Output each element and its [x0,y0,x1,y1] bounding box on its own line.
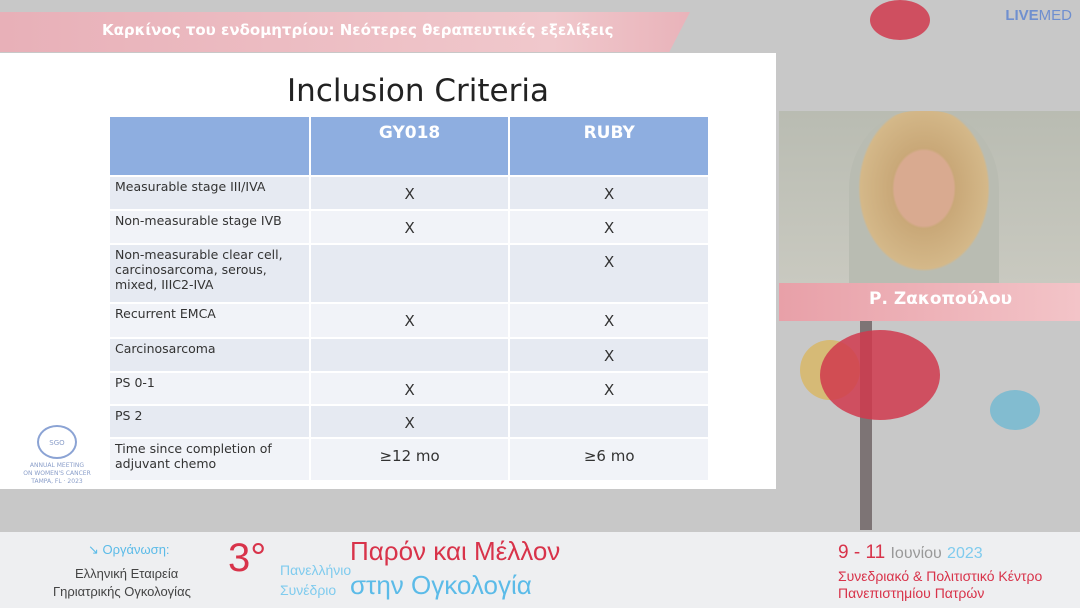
broadcast-title: Καρκίνος του ενδομητρίου: Νεότερες θεραπ… [102,21,614,39]
column-header: GY018 [309,117,511,176]
conference-title: Παρόν και Μέλλον [350,536,561,566]
org-name: Ελληνική Εταιρεία [75,566,179,581]
table-cell-mark: X [509,209,710,244]
table-header-row: GY018 RUBY [110,117,710,176]
org-label: ↘ Οργάνωση: [88,542,170,557]
table-cell-mark [309,243,511,303]
paint-splatter [990,390,1040,430]
org-name: Γηριατρικής Ογκολογίας [53,584,191,599]
table-cell-mark: ≥6 mo [509,437,710,480]
table-row: PS 0-1 X X [110,371,710,405]
table-row: Time since completion of adjuvant chemo ≥… [110,437,710,480]
conference-title: στην Ογκολογία [350,570,532,600]
column-header: RUBY [509,117,710,176]
criterion-label: Non-measurable stage IVB [110,209,311,244]
table-cell-mark: X [509,243,710,303]
criterion-label: Measurable stage III/IVA [110,175,311,210]
table-row: Recurrent EMCA X X [110,302,710,338]
table-cell-mark: X [509,175,710,210]
presentation-slide: Inclusion Criteria GY018 RUBY Measurable… [0,53,776,489]
table-row: Carcinosarcoma X [110,337,710,372]
speaker-video [779,111,1080,283]
conference-banner: ↘ Οργάνωση: Ελληνική Εταιρεία Γηριατρική… [0,532,1080,608]
conf-label: Πανελλήνιο [280,562,352,578]
speaker-name: Ρ. Ζακοπούλου [869,289,1013,309]
criterion-label: Non-measurable clear cell, carcinosarcom… [110,243,311,303]
livemed-logo: LIVEMED [1005,7,1072,24]
slide-title: Inclusion Criteria [287,73,549,109]
conf-label: Συνέδριο [280,582,337,598]
criterion-label: PS 2 [110,404,311,438]
table-cell-mark: X [509,337,710,372]
table-cell-mark: X [309,371,511,405]
sgo-logo: SGO ANNUAL MEETING ON WOMEN'S CANCER TAMPA… [22,425,92,486]
paint-splatter [820,330,940,420]
paint-splatter [870,0,930,40]
table-cell-mark [509,404,710,438]
table-row: Non-measurable stage IVB X X [110,209,710,244]
column-header [110,117,311,176]
table-cell-mark: X [509,302,710,338]
criterion-label: Carcinosarcoma [110,337,311,372]
conference-dates: 9 - 11 Ιουνίου 2023 [838,542,983,563]
title-band: Καρκίνος του ενδομητρίου: Νεότερες θεραπ… [0,12,690,52]
criterion-label: Time since completion of adjuvant chemo [110,437,311,480]
table-cell-mark [309,337,511,372]
venue: Συνεδριακό & Πολιτιστικό Κέντρο [838,568,1043,584]
table-cell-mark: X [309,404,511,438]
table-cell-mark: X [309,175,511,210]
table-row: Non-measurable clear cell, carcinosarcom… [110,243,710,303]
venue: Πανεπιστημίου Πατρών [838,585,985,601]
criterion-label: PS 0-1 [110,371,311,405]
table-row: Measurable stage III/IVA X X [110,175,710,210]
speaker-name-band: Ρ. Ζακοπούλου [779,283,1080,321]
table-cell-mark: X [509,371,710,405]
table-cell-mark: X [309,302,511,338]
criterion-label: Recurrent EMCA [110,302,311,338]
inclusion-criteria-table: GY018 RUBY Measurable stage III/IVA X X Non… [110,117,710,480]
table-cell-mark: ≥12 mo [309,437,511,480]
speaker-face [849,111,999,283]
table-cell-mark: X [309,209,511,244]
edition: 3° [228,536,267,580]
